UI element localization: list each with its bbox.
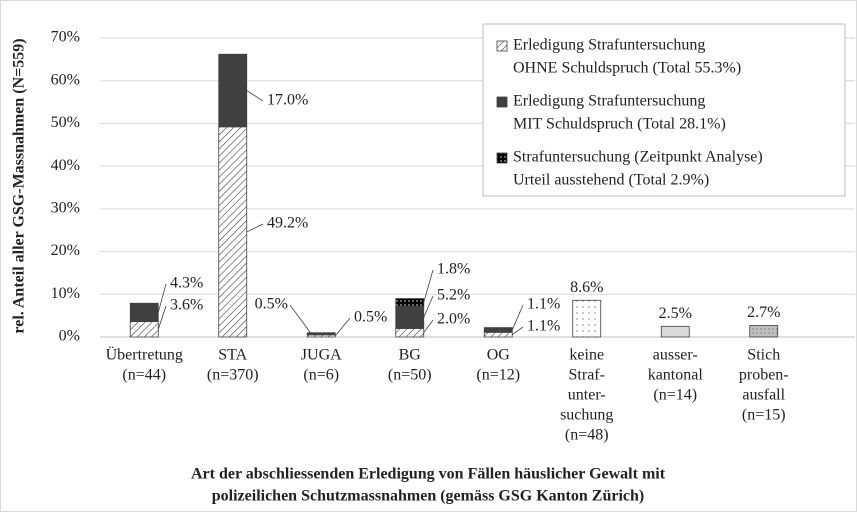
data-label: 8.6% [570, 279, 603, 296]
data-label: 5.2% [437, 287, 470, 304]
data-label: 49.2% [267, 215, 308, 232]
y-tick-label: 60% [51, 71, 80, 88]
legend-label: MIT Schuldspruch (Total 28.1%) [513, 116, 726, 133]
x-tick-label: proben- [739, 367, 789, 384]
bar-segment [749, 325, 779, 338]
x-tick-label: STA [218, 347, 247, 364]
x-tick-label: Übertretung [106, 346, 183, 364]
x-axis-title: Art der abschliessenden Erledigung von F… [191, 466, 666, 483]
leader-line [246, 223, 264, 233]
bar-segment [483, 327, 513, 333]
legend-box [482, 23, 846, 197]
bar-segment [395, 305, 425, 329]
data-label: 1.1% [527, 318, 560, 335]
bar-segment [218, 53, 248, 128]
x-tick-label: (n=44) [122, 367, 166, 384]
y-tick-label: 30% [51, 200, 80, 217]
leader-line [334, 317, 351, 337]
legend-label: Erledigung Strafuntersuchung [513, 93, 705, 110]
x-tick-label: (n=48) [565, 427, 609, 444]
x-tick-label: (n=50) [388, 367, 432, 384]
x-tick-label: Straf- [569, 367, 605, 384]
x-axis-title: polizeilichen Schutzmassnahmen (gemäss G… [212, 488, 644, 505]
legend-label: OHNE Schuldspruch (Total 55.3%) [513, 60, 741, 77]
x-tick-label: suchung [560, 407, 613, 424]
x-tick-label: (n=370) [207, 367, 259, 384]
leader-line [289, 304, 312, 335]
x-tick-label: ausfall [742, 387, 785, 404]
leader-line [423, 269, 434, 303]
leader-line [157, 283, 167, 313]
legend-label: Urteil ausstehend (Total 2.9%) [513, 172, 709, 189]
y-tick-label: 20% [51, 242, 80, 259]
legend-swatch [496, 96, 508, 108]
leader-line [246, 90, 264, 102]
data-label: 2.5% [659, 305, 692, 322]
x-tick-label: JUGA [301, 347, 342, 364]
x-tick-label: ausser- [653, 347, 698, 364]
bar-segment [395, 298, 425, 307]
x-tick-label: BG [399, 347, 422, 364]
data-label: 3.6% [170, 297, 203, 314]
data-label: 2.0% [437, 311, 470, 328]
data-label: 2.7% [747, 304, 780, 321]
x-tick-label: kantonal [648, 367, 704, 384]
y-tick-label: 70% [51, 29, 80, 46]
bar-segment [129, 302, 159, 323]
x-tick-label: (n=6) [303, 367, 339, 384]
data-label: 17.0% [267, 92, 308, 109]
x-tick-label: Stich [747, 347, 780, 364]
leader-line [423, 295, 434, 318]
leader-line [423, 319, 434, 333]
bar-segment [660, 325, 690, 338]
x-tick-label: unter- [568, 387, 606, 404]
y-tick-label: 0% [59, 328, 80, 345]
legend-label: Erledigung Strafuntersuchung [513, 37, 705, 54]
leader-line [157, 305, 167, 330]
y-tick-label: 40% [51, 157, 80, 174]
data-label: 1.8% [437, 261, 470, 278]
leader-line [512, 326, 524, 335]
data-label: 0.5% [354, 309, 387, 326]
data-label: 0.5% [255, 296, 288, 313]
leader-line [511, 304, 524, 331]
data-label: 1.1% [527, 296, 560, 313]
y-tick-label: 50% [51, 114, 80, 131]
bar-segment [572, 299, 602, 338]
bar-segment [483, 331, 513, 338]
y-tick-label: 10% [51, 285, 80, 302]
legend-swatch [496, 152, 508, 164]
legend-label: Strafuntersuchung (Zeitpunkt Analyse) [513, 149, 763, 166]
bar-segment [218, 126, 248, 338]
legend-swatch [496, 40, 508, 52]
bar-segment [129, 321, 159, 338]
x-tick-label: keine [569, 347, 604, 364]
x-tick-label: (n=14) [653, 387, 697, 404]
x-tick-label: (n=12) [476, 367, 520, 384]
x-tick-label: (n=15) [742, 407, 786, 424]
bar-segment [306, 332, 336, 336]
x-tick-label: OG [487, 347, 511, 364]
y-axis-title: rel. Anteil aller GSG-Massnahmen (N=559) [11, 38, 28, 333]
data-label: 4.3% [170, 275, 203, 292]
bar-segment [395, 328, 425, 338]
